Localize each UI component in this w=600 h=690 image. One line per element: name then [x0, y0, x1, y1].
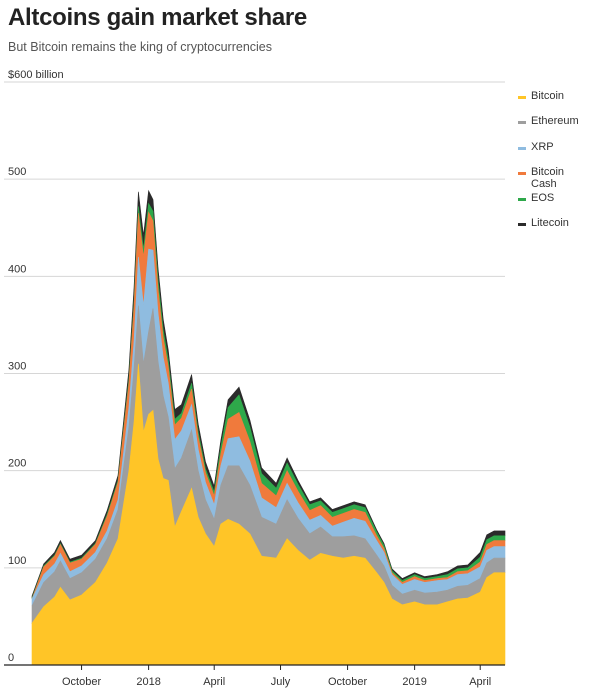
legend-item-litecoin: Litecoin: [518, 217, 598, 242]
axes: 0 100 200 300 400 500 $600 billion October 2018 A…: [4, 69, 505, 688]
x-tick-label: April: [469, 676, 491, 688]
legend-swatch: [518, 121, 526, 125]
chart-legend: Bitcoin Ethereum XRP Bitcoin Cash EOS Litecoi…: [518, 90, 598, 242]
x-tick-label: October: [62, 676, 101, 688]
legend-label: Bitcoin: [531, 90, 565, 102]
legend-item-bitcoin-cash: Bitcoin Cash: [518, 166, 598, 191]
stacked-areas: [31, 189, 506, 666]
legend-item-ethereum: Ethereum: [518, 115, 598, 140]
legend-label: Litecoin: [531, 216, 569, 229]
x-tick-label: July: [271, 676, 291, 688]
legend-swatch: [518, 172, 526, 176]
x-tick-label: 2019: [402, 676, 426, 688]
legend-item-bitcoin: Bitcoin: [518, 90, 598, 115]
legend-swatch: [518, 197, 526, 201]
y-tick-label: 200: [8, 458, 26, 470]
legend-swatch: [518, 96, 526, 99]
y-tick-label: 500: [8, 166, 26, 178]
chart-title: Altcoins gain market share: [8, 4, 307, 31]
legend-label: EOS: [531, 191, 555, 204]
legend-swatch: [518, 146, 526, 150]
y-tick-label: 300: [8, 361, 26, 373]
legend-label: Ethereum: [531, 115, 579, 128]
x-tick-label: April: [203, 676, 225, 688]
x-tick-label: October: [328, 676, 367, 688]
y-tick-label: $600 billion: [8, 69, 64, 81]
legend-label: Bitcoin Cash: [531, 166, 565, 191]
y-tick-label: 0: [8, 652, 14, 664]
y-tick-label: 400: [8, 263, 26, 275]
legend-item-xrp: XRP: [518, 141, 598, 166]
y-tick-label: 100: [8, 555, 26, 567]
x-tick-label: 2018: [136, 676, 160, 688]
legend-swatch: [518, 222, 526, 226]
legend-label: XRP: [531, 140, 554, 153]
chart-subtitle: But Bitcoin remains the king of cryptocu…: [8, 40, 273, 54]
legend-item-eos: EOS: [518, 192, 598, 217]
